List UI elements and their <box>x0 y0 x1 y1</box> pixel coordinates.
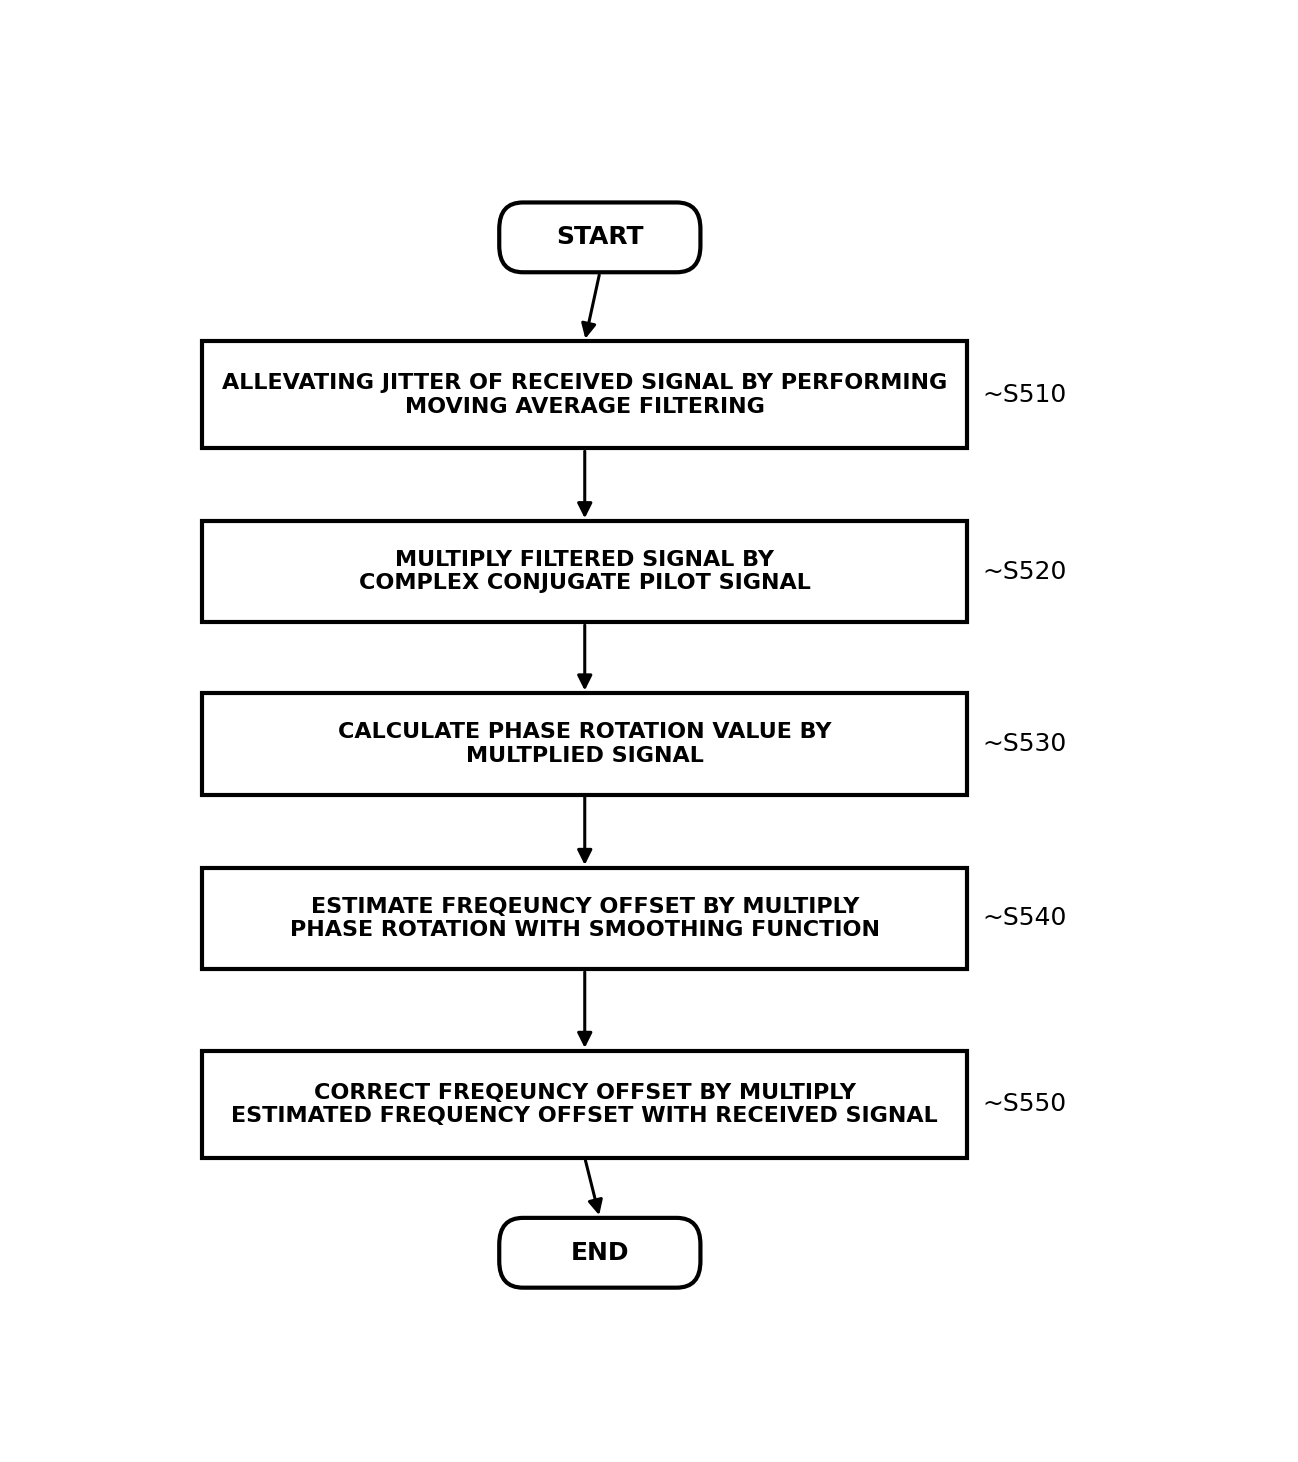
Bar <box>202 520 967 623</box>
Bar <box>202 868 967 969</box>
Bar <box>202 693 967 795</box>
Text: ~S520: ~S520 <box>983 560 1067 583</box>
Text: ~S530: ~S530 <box>983 732 1067 756</box>
Bar <box>202 1051 967 1158</box>
FancyBboxPatch shape <box>500 202 701 272</box>
Text: CALCULATE PHASE ROTATION VALUE BY
MULTPLIED SIGNAL: CALCULATE PHASE ROTATION VALUE BY MULTPL… <box>337 722 832 766</box>
FancyBboxPatch shape <box>500 1218 701 1288</box>
Text: START: START <box>556 225 644 250</box>
Text: ALLEVATING JITTER OF RECEIVED SIGNAL BY PERFORMING
MOVING AVERAGE FILTERING: ALLEVATING JITTER OF RECEIVED SIGNAL BY … <box>222 373 948 417</box>
Text: CORRECT FREQEUNCY OFFSET BY MULTIPLY
ESTIMATED FREQUENCY OFFSET WITH RECEIVED SI: CORRECT FREQEUNCY OFFSET BY MULTIPLY EST… <box>231 1082 938 1126</box>
Text: ~S510: ~S510 <box>983 383 1067 406</box>
Text: ~S550: ~S550 <box>983 1092 1066 1116</box>
Text: ~S540: ~S540 <box>983 906 1067 930</box>
Text: MULTIPLY FILTERED SIGNAL BY
COMPLEX CONJUGATE PILOT SIGNAL: MULTIPLY FILTERED SIGNAL BY COMPLEX CONJ… <box>358 550 811 594</box>
Bar <box>202 342 967 449</box>
Text: END: END <box>571 1241 630 1265</box>
Text: ESTIMATE FREQEUNCY OFFSET BY MULTIPLY
PHASE ROTATION WITH SMOOTHING FUNCTION: ESTIMATE FREQEUNCY OFFSET BY MULTIPLY PH… <box>289 896 880 940</box>
